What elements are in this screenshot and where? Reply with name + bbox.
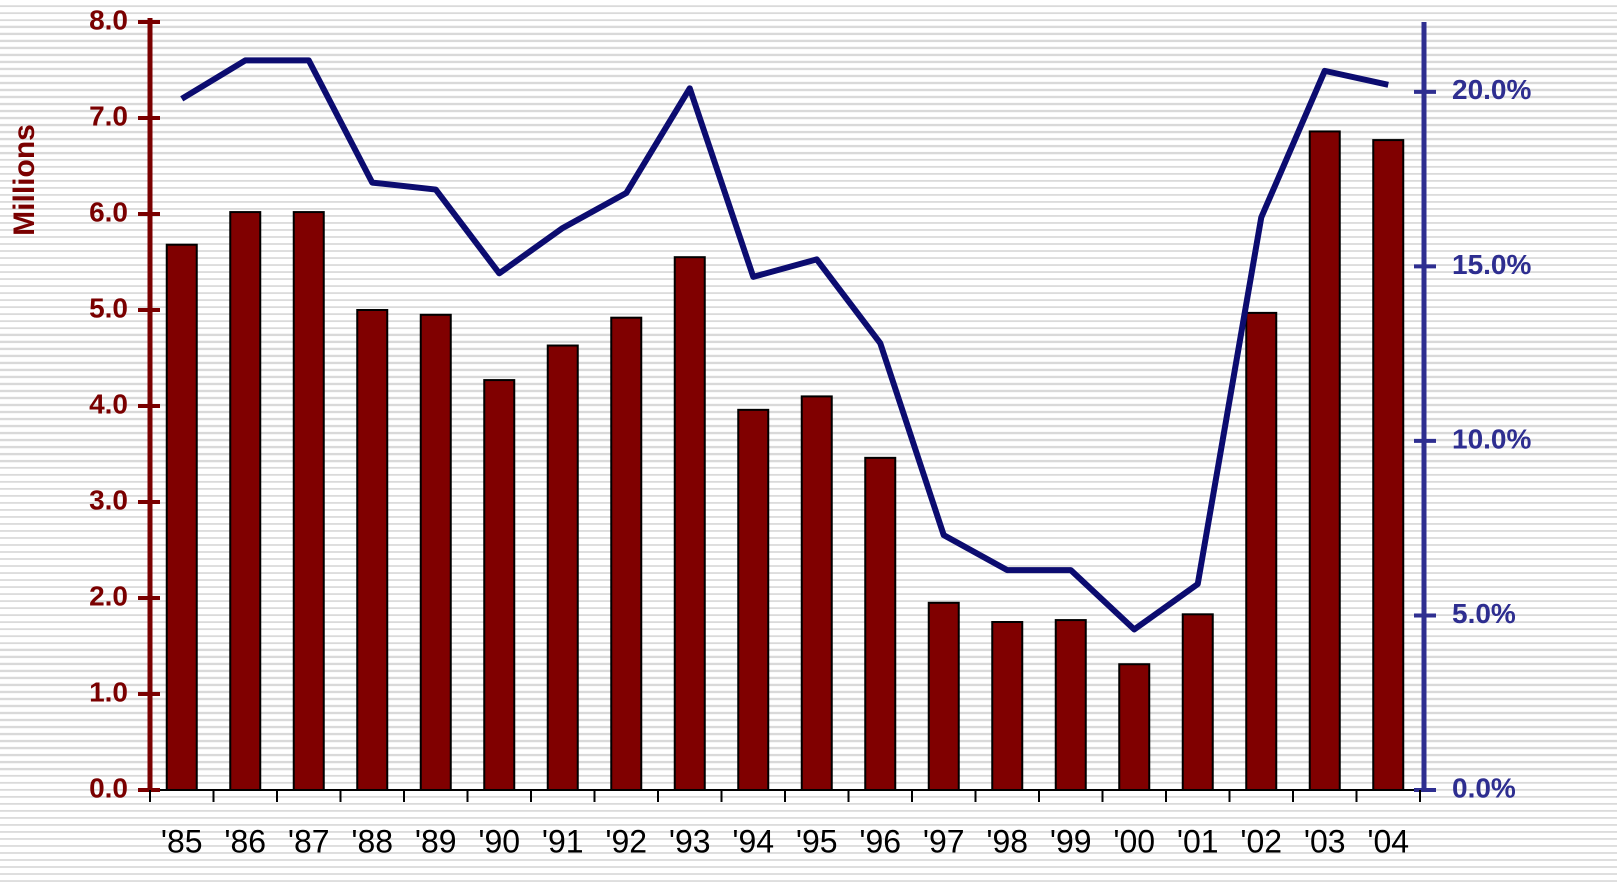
x-tick-label: '95 [796,823,838,859]
bar [800,395,833,791]
bar [1245,311,1278,791]
x-tick-label: '02 [1240,823,1282,859]
y-tick-label: 0.0 [89,772,128,803]
x-tick-label: '97 [923,823,965,859]
x-tick-label: '90 [478,823,520,859]
bar [356,309,389,791]
x-tick-label: '85 [161,823,203,859]
y2-tick-label: 0.0% [1452,772,1516,803]
x-tick-label: '86 [224,823,266,859]
x-tick-label: '93 [669,823,711,859]
y-tick-label: 2.0 [89,580,128,611]
x-tick-label: '96 [859,823,901,859]
x-tick-label: '03 [1304,823,1346,859]
bar [483,379,516,791]
x-tick-label: '89 [415,823,457,859]
bar [864,456,897,791]
y2-tick-label: 15.0% [1452,249,1531,280]
bar [737,408,770,791]
bar [1372,139,1405,791]
x-tick-label: '88 [351,823,393,859]
bar [546,344,579,791]
x-tick-label: '94 [732,823,774,859]
bar [165,243,198,792]
y-tick-label: 5.0 [89,292,128,323]
bar [673,256,706,791]
x-tick-label: '91 [542,823,584,859]
bar [419,313,452,791]
x-tick-label: '92 [605,823,647,859]
bar [610,316,643,791]
x-tick-label: '98 [986,823,1028,859]
line [180,57,1389,633]
y-tick-label: 8.0 [89,4,128,35]
x-tick-label: '01 [1177,823,1219,859]
bar [991,621,1024,791]
y-tick-label: 3.0 [89,484,128,515]
x-tick-label: '00 [1113,823,1155,859]
y2-tick-label: 10.0% [1452,423,1531,454]
y-axis-label: Millions [8,124,41,236]
bar [1054,619,1087,792]
y-tick-label: 4.0 [89,388,128,419]
y-tick-label: 1.0 [89,676,128,707]
y2-tick-label: 5.0% [1452,598,1516,629]
y-tick-label: 6.0 [89,196,128,227]
x-tick-label: '99 [1050,823,1092,859]
bar [292,211,325,791]
y-tick-label: 7.0 [89,100,128,131]
x-tick-label: '87 [288,823,330,859]
x-tick-label: '04 [1367,823,1409,859]
y2-tick-label: 20.0% [1452,74,1531,105]
bar [1118,663,1151,791]
bar [1308,130,1341,791]
bar [1181,613,1214,791]
bar [927,601,960,791]
bar [229,211,262,791]
